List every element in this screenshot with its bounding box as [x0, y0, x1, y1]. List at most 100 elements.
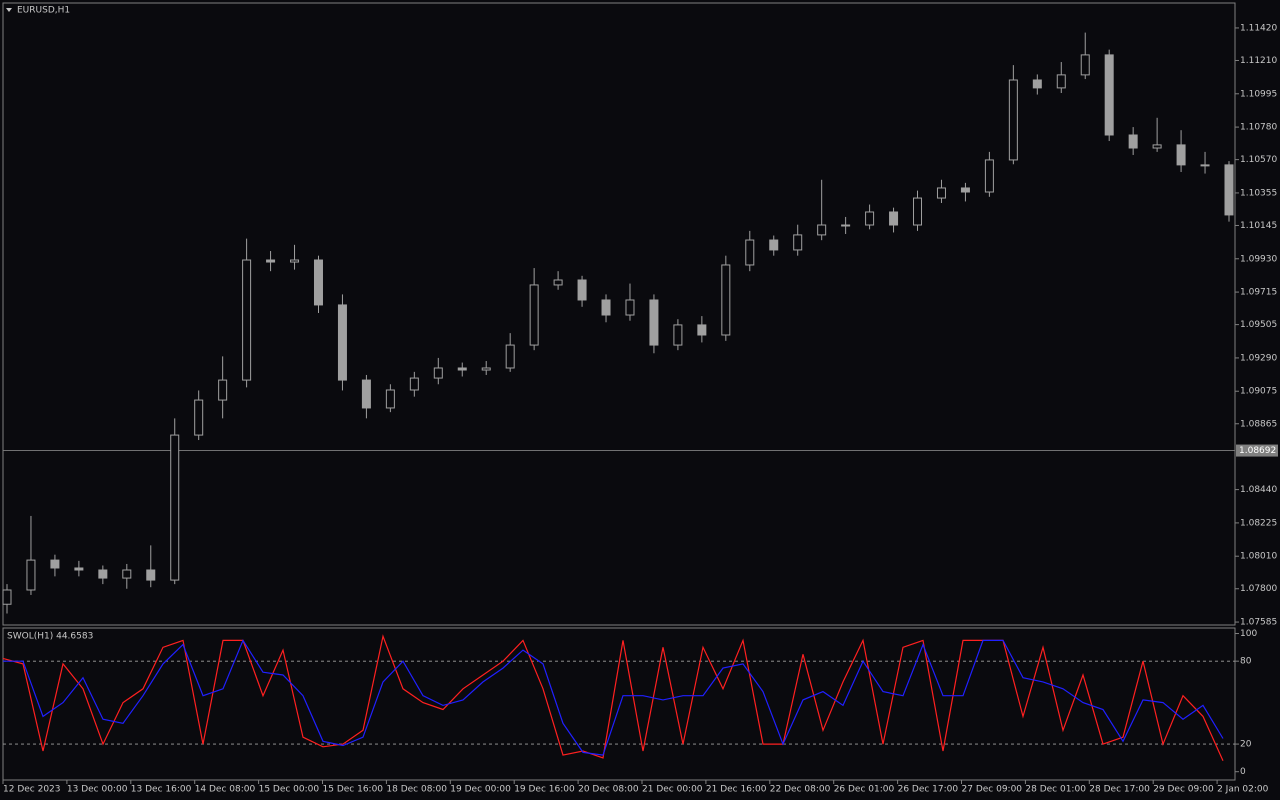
candle-body: [1176, 144, 1186, 166]
x-tick-label: 26 Dec 17:00: [898, 785, 959, 795]
candle-body: [936, 187, 946, 199]
x-tick-label: 12 Dec 2023: [3, 785, 61, 795]
candle-body: [841, 224, 851, 227]
candle-body: [290, 259, 300, 263]
y-tick-label: 80: [1240, 657, 1252, 667]
candle-body: [146, 569, 156, 581]
candle-body: [313, 259, 323, 306]
y-tick-label: 1.10780: [1240, 123, 1277, 133]
candle-body: [409, 377, 419, 391]
x-tick-label: 27 Dec 09:00: [962, 785, 1023, 795]
y-tick-label: 1.08865: [1240, 419, 1277, 429]
y-tick-label: 1.11210: [1240, 56, 1277, 66]
candle-body: [98, 569, 108, 579]
candle-body: [26, 559, 36, 591]
y-tick-label: 1.08225: [1240, 518, 1277, 528]
candle-body: [1104, 54, 1114, 136]
y-tick-label: 1.10570: [1240, 155, 1277, 165]
x-tick-label: 26 Dec 01:00: [834, 785, 895, 795]
indicator-panel: [2, 627, 1236, 781]
candle-body: [817, 224, 827, 236]
y-tick-label: 1.07800: [1240, 584, 1277, 594]
x-tick-label: 21 Dec 16:00: [706, 785, 767, 795]
y-tick-label: 100: [1240, 629, 1257, 639]
x-tick-label: 13 Dec 16:00: [131, 785, 192, 795]
x-tick-label: 28 Dec 17:00: [1089, 785, 1150, 795]
candle-body: [601, 299, 611, 316]
candle-body: [1224, 164, 1234, 216]
current-price-label: 1.08692: [1239, 446, 1276, 456]
candle-body: [218, 379, 228, 401]
candle-body: [625, 299, 635, 316]
candle-body: [122, 569, 132, 579]
y-tick-label: 1.09290: [1240, 353, 1277, 363]
candle-body: [361, 379, 371, 409]
indicator-line: [3, 639, 1224, 756]
candle-body: [649, 299, 659, 346]
y-tick-label: 1.07585: [1240, 618, 1277, 628]
candle-body: [793, 234, 803, 251]
y-tick-label: 1.11420: [1240, 23, 1277, 33]
candle-body: [769, 239, 779, 251]
y-tick-label: 1.10355: [1240, 188, 1277, 198]
candle-body: [697, 324, 707, 336]
candle-body: [50, 559, 60, 569]
candle-body: [457, 367, 467, 371]
x-tick-label: 14 Dec 08:00: [195, 785, 256, 795]
candle-body: [194, 399, 204, 436]
candle-body: [242, 259, 252, 381]
x-tick-label: 19 Dec 00:00: [450, 785, 511, 795]
candle-body: [266, 259, 276, 263]
candle-body: [2, 589, 12, 605]
candle-body: [913, 197, 923, 226]
candle-body: [553, 279, 563, 286]
candle-body: [1008, 79, 1018, 161]
y-tick-label: 1.08010: [1240, 552, 1277, 562]
x-tick-label: 29 Dec 09:00: [1153, 785, 1214, 795]
candle-body: [505, 344, 515, 369]
y-tick-label: 1.09505: [1240, 320, 1277, 330]
candle-body: [960, 187, 970, 193]
y-tick-label: 1.08440: [1240, 485, 1277, 495]
candle-body: [889, 211, 899, 226]
candle-body: [170, 434, 180, 581]
symbol-title: EURUSD,H1: [17, 6, 70, 16]
main-panel: [2, 2, 1236, 626]
x-tick-label: 21 Dec 00:00: [642, 785, 703, 795]
x-tick-label: 22 Dec 08:00: [770, 785, 831, 795]
indicator-line: [2, 634, 1224, 761]
candle-body: [1128, 134, 1138, 149]
candle-body: [74, 567, 84, 571]
candle-body: [865, 211, 875, 226]
candle-body: [745, 239, 755, 266]
x-tick-label: 15 Dec 16:00: [323, 785, 384, 795]
indicator-title: SWOL(H1) 44.6583: [7, 632, 93, 642]
y-tick-label: 0: [1240, 767, 1246, 777]
candle-body: [673, 324, 683, 346]
candle-body: [337, 304, 347, 381]
x-tick-label: 19 Dec 16:00: [514, 785, 575, 795]
candle-body: [1056, 74, 1066, 89]
y-tick-label: 1.10145: [1240, 221, 1277, 231]
candle-body: [984, 159, 994, 193]
current-price-box: [1236, 444, 1278, 457]
candle-body: [577, 279, 587, 301]
x-tick-label: 28 Dec 01:00: [1025, 785, 1086, 795]
menu-arrow[interactable]: [6, 8, 12, 12]
y-tick-label: 1.09715: [1240, 288, 1277, 298]
x-tick-label: 20 Dec 08:00: [578, 785, 639, 795]
candle-body: [1152, 144, 1162, 149]
x-tick-label: 18 Dec 08:00: [386, 785, 447, 795]
candle-body: [385, 389, 395, 409]
candle-body: [1032, 79, 1042, 89]
candle-body: [433, 367, 443, 379]
candle-body: [1080, 54, 1090, 76]
candle-body: [481, 367, 491, 371]
x-tick-label: 2 Jan 02:00: [1217, 785, 1269, 795]
candle-body: [529, 284, 539, 346]
candle-body: [721, 264, 731, 336]
y-tick-label: 20: [1240, 740, 1252, 750]
y-tick-label: 1.09075: [1240, 387, 1277, 397]
y-tick-label: 1.09930: [1240, 254, 1277, 264]
